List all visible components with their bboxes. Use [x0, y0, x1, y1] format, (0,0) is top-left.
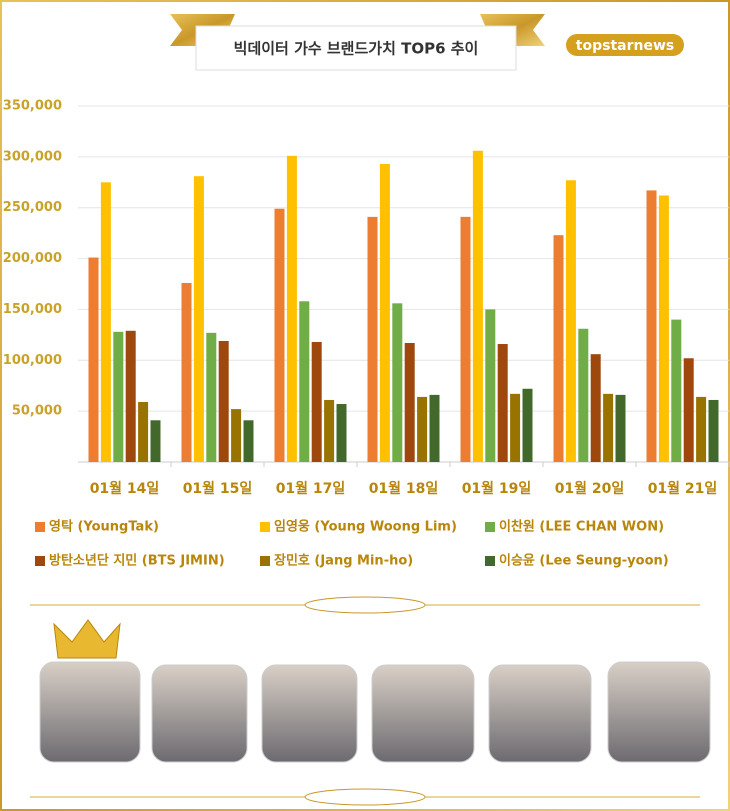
y-tick-label: 350,000 — [3, 99, 62, 114]
bar — [150, 420, 161, 462]
bar — [367, 216, 378, 462]
bar — [206, 332, 217, 462]
crown — [53, 619, 121, 659]
bar — [671, 319, 682, 462]
legend-label: 방탄소년단 지민 (BTS JIMIN) — [49, 553, 225, 569]
bar — [472, 150, 483, 463]
bar — [100, 182, 111, 463]
bar — [522, 388, 533, 462]
legend-swatch — [35, 522, 45, 532]
logo: topstarnews — [576, 38, 674, 54]
bar — [565, 180, 576, 462]
photo — [488, 664, 592, 763]
legend-label: 이승윤 (Lee Seung-yoon) — [499, 553, 669, 569]
bar — [231, 409, 242, 462]
bar — [497, 344, 508, 462]
y-tick-label: 250,000 — [3, 200, 62, 215]
bar — [615, 394, 626, 462]
chart-title: 빅데이터 가수 브랜드가치 TOP6 추이 — [234, 40, 479, 58]
legend-label: 이찬원 (LEE CHAN WON) — [499, 519, 664, 535]
x-tick-label: 01월 21일 — [648, 480, 718, 497]
bar — [696, 396, 707, 462]
bar — [311, 341, 322, 462]
bar — [417, 396, 428, 462]
bar — [125, 330, 136, 462]
y-tick-label: 100,000 — [3, 353, 62, 368]
y-tick-label: 200,000 — [3, 251, 62, 266]
photo — [607, 661, 711, 763]
bar — [324, 399, 335, 462]
photo — [39, 661, 141, 763]
legend-label: 장민호 (Jang Min-ho) — [274, 553, 413, 569]
legend-label: 임영웅 (Young Woong Lim) — [274, 519, 457, 535]
photo — [371, 664, 475, 763]
bar — [181, 282, 192, 462]
legend-swatch — [260, 522, 270, 532]
y-tick-label: 150,000 — [3, 302, 62, 317]
photo — [151, 664, 248, 763]
bar — [603, 393, 614, 462]
bar — [286, 155, 297, 462]
legend-swatch — [485, 522, 495, 532]
bar — [336, 404, 347, 462]
photo — [261, 664, 358, 763]
bar — [113, 331, 124, 462]
x-tick-label: 01월 18일 — [369, 480, 439, 497]
legend-swatch — [35, 556, 45, 566]
bar — [590, 354, 601, 462]
bar — [392, 303, 403, 462]
bar — [646, 190, 657, 462]
x-tick-label: 01월 15일 — [183, 480, 253, 497]
bar — [485, 309, 496, 462]
legend-swatch — [260, 556, 270, 566]
ornament — [304, 596, 426, 614]
ornament — [304, 788, 426, 806]
legend-label: 영탁 (YoungTak) — [49, 519, 159, 535]
bar — [708, 399, 719, 462]
bar — [683, 358, 694, 462]
bar — [658, 195, 669, 462]
x-tick-label: 01월 19일 — [462, 480, 532, 497]
y-tick-label: 50,000 — [12, 404, 62, 419]
legend-swatch — [485, 556, 495, 566]
bar — [193, 176, 204, 462]
bar — [274, 208, 285, 462]
bar — [243, 420, 254, 462]
y-tick-label: 300,000 — [3, 149, 62, 164]
bar — [299, 301, 310, 462]
x-tick-label: 01월 17일 — [276, 480, 346, 497]
bar — [553, 235, 564, 462]
x-tick-label: 01월 14일 — [90, 480, 160, 497]
bar — [510, 393, 521, 462]
title-box — [195, 25, 517, 71]
bar — [460, 216, 471, 462]
x-tick-label: 01월 20일 — [555, 480, 625, 497]
bar — [578, 328, 589, 462]
bar — [429, 394, 440, 462]
bar — [88, 257, 99, 462]
bar — [138, 401, 149, 462]
logo-bg — [566, 34, 684, 56]
bar — [379, 163, 390, 462]
bar — [404, 342, 415, 462]
bar — [218, 340, 229, 462]
